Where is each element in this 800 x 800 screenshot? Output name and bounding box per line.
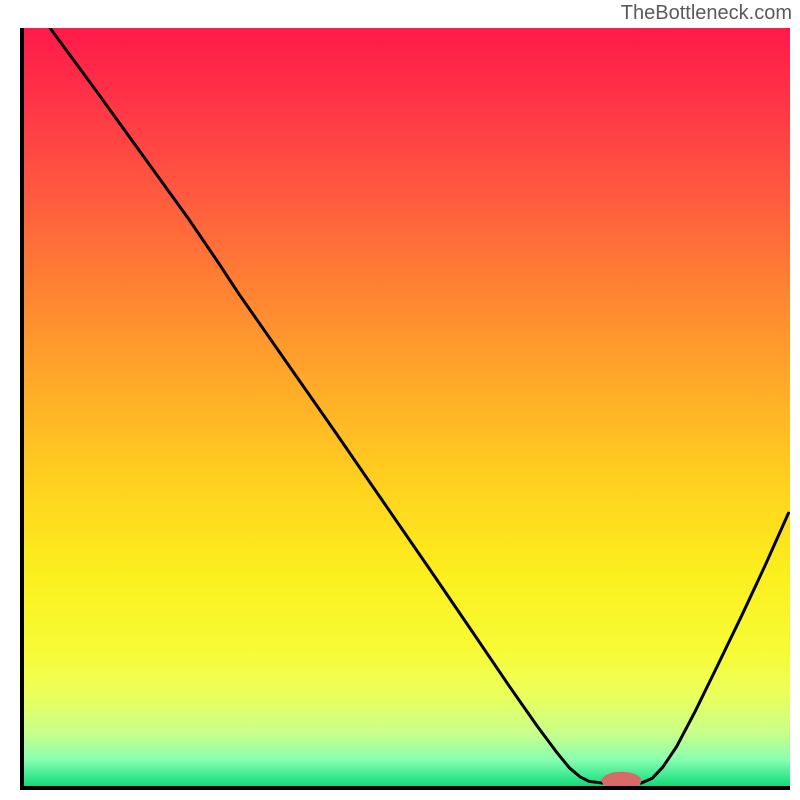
bottleneck-chart — [20, 28, 790, 790]
watermark-text: TheBottleneck.com — [621, 2, 792, 25]
chart-curve-layer — [24, 28, 790, 786]
optimal-marker — [602, 772, 642, 786]
bottleneck-curve — [50, 28, 788, 783]
